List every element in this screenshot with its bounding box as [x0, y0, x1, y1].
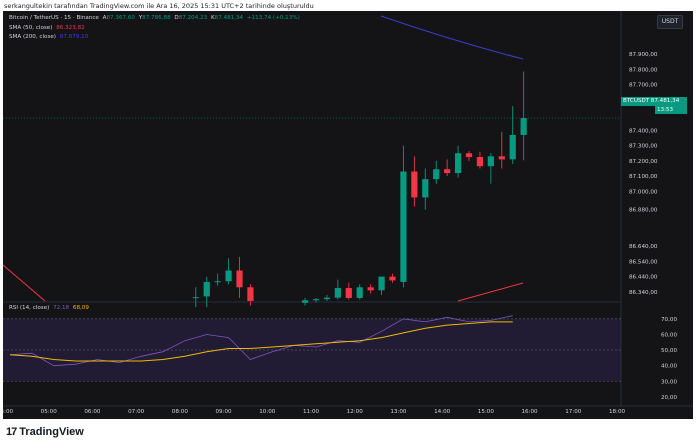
candle-body [367, 287, 374, 291]
candle-body [411, 171, 418, 198]
time-tick-label: 10:00 [259, 409, 276, 415]
legend-open-value: 87.367,60 [106, 15, 135, 21]
candle-body [203, 281, 210, 297]
legend-change: +113,74 (+0,13%) [246, 15, 300, 21]
time-tick-label: 08:00 [172, 409, 189, 415]
rsi-tick-label: 60,00 [661, 332, 677, 338]
time-tick-label: 14:00 [434, 409, 451, 415]
candle-body [378, 276, 385, 291]
rsi-line [9, 315, 513, 367]
legend-high-value: 87.786,88 [142, 15, 171, 21]
tradingview-logo-mark: 17 [6, 426, 17, 438]
rsi-legend-label: RSI (14, close) [9, 305, 50, 311]
candle-body [334, 288, 341, 298]
tradingview-logo-text: TradingView [19, 426, 84, 438]
rsi-legend-ma-value: 68,09 [72, 305, 89, 311]
price-tag-price: 87.481,34 [650, 98, 680, 104]
currency-button[interactable]: USDT [657, 15, 683, 29]
candle-body [465, 153, 473, 158]
legend-close-key: K [210, 15, 215, 21]
legend-sma50-row[interactable]: SMA (50, close) 86.323,82 [9, 25, 87, 31]
legend-title: Bitcoin / TetherUS · 15 · Binance [9, 15, 99, 21]
time-tick-label: 04:00 [3, 409, 13, 415]
price-tick-label: 86.640,00 [629, 244, 658, 250]
price-tick-label: 87.800,00 [629, 67, 658, 73]
candle-body [345, 288, 352, 298]
legend-low-key: D [174, 15, 179, 21]
time-tick-label: 18:00 [609, 409, 626, 415]
legend-title-row: Bitcoin / TetherUS · 15 · Binance A87.36… [9, 15, 302, 21]
time-tick-label: 15:00 [478, 409, 495, 415]
price-tick-label: 87.000,00 [629, 189, 658, 195]
legend-high-key: Y [138, 15, 143, 21]
candle-body [192, 297, 199, 299]
time-tick-label: 13:00 [390, 409, 407, 415]
tradingview-logo[interactable]: 17 TradingView [6, 426, 84, 438]
rsi-ma-line [9, 321, 513, 362]
legend-low-value: 87.204,23 [178, 15, 208, 21]
rsi-tick-label: 30,00 [661, 379, 677, 385]
rsi-legend-value: 72,18 [53, 305, 70, 311]
candle-body [498, 156, 505, 160]
candle-body [476, 157, 484, 167]
candle-body [214, 281, 221, 283]
last-price-label: BTCUSDT 87.481,34 [621, 97, 687, 106]
candle-body [487, 156, 494, 167]
time-tick-label: 16:00 [522, 409, 539, 415]
time-tick-label: 09:00 [216, 409, 233, 415]
candle-body [400, 171, 407, 282]
sma50-line-right [457, 282, 524, 302]
rsi-tick-label: 70,00 [661, 317, 677, 323]
time-tick-label: 11:00 [303, 409, 320, 415]
candle-body [454, 153, 462, 174]
price-tick-label: 87.900,00 [629, 52, 658, 58]
sma50-line-left [3, 264, 46, 302]
price-tick-label: 87.700,00 [629, 83, 658, 89]
legend-sma200-label: SMA (200, close) [9, 34, 56, 40]
candle-body [225, 270, 232, 282]
candle-body [509, 134, 516, 160]
chart-canvas[interactable]: 87.900,0087.800,0087.700,0087.600,0087.4… [3, 11, 693, 419]
legend-sma50-label: SMA (50, close) [9, 25, 53, 31]
bar-countdown: 13:53 [655, 106, 687, 114]
legend-sma200-row[interactable]: SMA (200, close) 87.879,10 [9, 34, 90, 40]
price-tick-label: 86.540,00 [629, 259, 658, 265]
chart-caption: serkangultekin tarafından TradingView.co… [4, 2, 314, 10]
legend-open-key: A [102, 15, 107, 21]
candle-body [356, 287, 363, 298]
rsi-tick-label: 50,00 [661, 348, 677, 354]
time-tick-label: 07:00 [128, 409, 145, 415]
price-tick-label: 86.340,00 [629, 290, 658, 296]
candle-body [312, 299, 320, 301]
chart-area[interactable]: 87.900,0087.800,0087.700,0087.600,0087.4… [3, 11, 693, 419]
candle-body [520, 118, 527, 135]
price-tick-label: 87.400,00 [629, 128, 658, 134]
price-tick-label: 86.440,00 [629, 275, 658, 281]
candle-body [422, 179, 429, 198]
candle-body [301, 300, 309, 303]
time-tick-label: 06:00 [84, 409, 101, 415]
legend-sma50-value: 86.323,82 [56, 25, 85, 31]
candle-body [323, 297, 331, 300]
rsi-tick-label: 20,00 [661, 395, 677, 401]
time-tick-label: 17:00 [565, 409, 582, 415]
price-tick-label: 87.200,00 [629, 159, 658, 165]
candle-body [247, 287, 254, 301]
candle-body [236, 270, 243, 288]
legend-sma200-value: 87.879,10 [59, 34, 89, 40]
candle-body [444, 169, 451, 174]
price-tick-label: 87.300,00 [629, 144, 658, 150]
price-tag-symbol: BTCUSDT [623, 98, 650, 104]
sma200-line [380, 15, 524, 60]
candle-body [389, 276, 396, 281]
rsi-legend[interactable]: RSI (14, close) 72,18 68,09 [9, 305, 91, 311]
rsi-tick-label: 40,00 [661, 364, 677, 370]
candle-body [433, 169, 440, 180]
price-tick-label: 87.100,00 [629, 174, 658, 180]
price-tick-label: 86.880,00 [629, 208, 658, 214]
time-tick-label: 12:00 [347, 409, 364, 415]
legend-close-value: 87.481,34 [214, 15, 244, 21]
time-tick-label: 05:00 [41, 409, 58, 415]
